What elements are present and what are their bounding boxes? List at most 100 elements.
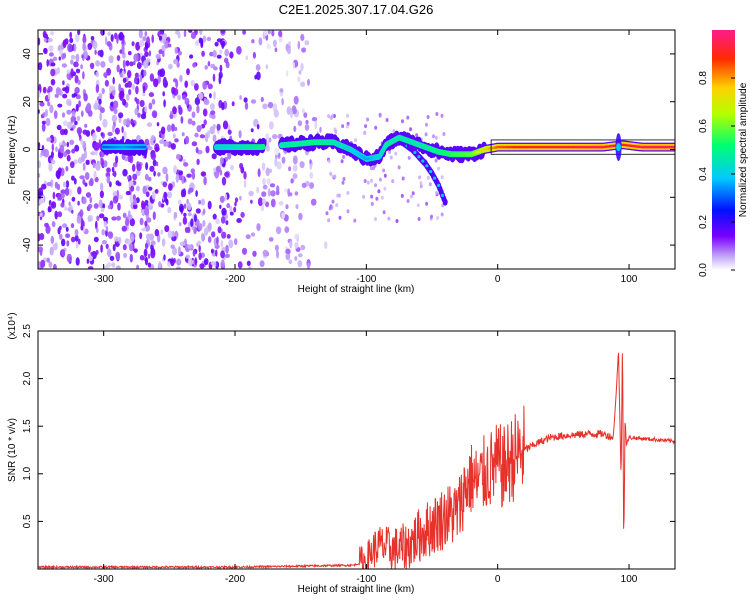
noise-speckle [345, 124, 349, 129]
noise-speckle [207, 236, 212, 243]
noise-speckle [62, 151, 68, 158]
noise-speckle [406, 115, 410, 120]
noise-speckle [118, 83, 122, 92]
noise-speckle [216, 123, 221, 131]
noise-speckle [99, 213, 105, 219]
noise-speckle [176, 258, 182, 266]
noise-speckle [127, 80, 132, 88]
noise-speckle [276, 249, 279, 259]
noise-speckle [271, 30, 275, 37]
noise-speckle [216, 236, 219, 245]
noise-speckle [71, 209, 74, 214]
noise-speckle [60, 193, 65, 199]
noise-speckle [163, 254, 166, 261]
noise-speckle [39, 101, 45, 107]
noise-speckle [177, 32, 181, 39]
noise-speckle [342, 177, 346, 181]
noise-speckle [297, 253, 303, 258]
noise-speckle [256, 223, 261, 232]
noise-speckle [92, 40, 98, 50]
noise-speckle [324, 241, 328, 249]
noise-speckle [374, 217, 377, 222]
noise-speckle [115, 265, 121, 269]
noise-speckle [202, 208, 206, 215]
noise-speckle [301, 47, 307, 53]
noise-speckle [62, 181, 67, 188]
noise-speckle [67, 43, 73, 53]
noise-speckle [131, 83, 136, 91]
noise-speckle [112, 76, 115, 85]
noise-speckle [224, 57, 229, 64]
noise-speckle [125, 93, 130, 101]
noise-speckle [209, 51, 214, 57]
noise-speckle [134, 107, 139, 116]
noise-speckle [101, 239, 107, 245]
noise-speckle [39, 199, 43, 205]
noise-speckle [62, 93, 68, 99]
noise-speckle [74, 86, 80, 94]
noise-speckle [38, 37, 41, 46]
noise-speckle [50, 31, 54, 36]
noise-speckle [261, 162, 266, 171]
noise-speckle [144, 138, 150, 146]
noise-speckle [250, 99, 257, 104]
noise-speckle [304, 124, 310, 131]
noise-speckle [115, 251, 121, 261]
noise-speckle [419, 181, 423, 186]
noise-speckle [82, 71, 85, 80]
noise-speckle [262, 184, 268, 190]
noise-speckle [202, 219, 206, 227]
noise-speckle [96, 215, 100, 221]
noise-speckle [99, 182, 104, 191]
noise-speckle [267, 30, 271, 35]
noise-speckle [76, 127, 83, 135]
noise-speckle [39, 212, 43, 218]
noise-speckle [239, 195, 242, 201]
noise-speckle [370, 194, 374, 199]
x-tick-label: -300 [94, 574, 114, 585]
noise-speckle [137, 112, 141, 118]
noise-speckle [144, 51, 149, 57]
noise-speckle [215, 165, 221, 173]
noise-speckle [278, 36, 283, 43]
noise-speckle [294, 241, 299, 249]
noise-speckle [297, 76, 301, 83]
noise-speckle [95, 84, 100, 94]
noise-speckle [87, 266, 94, 269]
noise-speckle [418, 175, 422, 180]
noise-speckle [301, 108, 305, 114]
noise-speckle [216, 38, 222, 43]
noise-speckle [287, 47, 291, 55]
noise-speckle [182, 216, 188, 225]
noise-speckle [70, 236, 76, 243]
noise-speckle [99, 112, 102, 121]
noise-speckle [129, 194, 134, 204]
noise-speckle [226, 234, 231, 239]
noise-speckle [109, 255, 115, 261]
noise-speckle [202, 81, 208, 90]
noise-speckle [259, 260, 265, 268]
noise-speckle [177, 199, 182, 205]
noise-speckle [50, 78, 56, 86]
noise-speckle [173, 165, 178, 174]
colorbar-gradient [712, 30, 735, 270]
noise-speckle [442, 132, 446, 136]
noise-speckle [38, 83, 42, 91]
noise-speckle [152, 211, 156, 220]
tone-core [261, 145, 265, 149]
noise-speckle [129, 253, 133, 263]
noise-speckle [61, 112, 66, 118]
noise-speckle [274, 147, 280, 156]
noise-speckle [245, 55, 249, 61]
noise-speckle [126, 117, 131, 127]
noise-speckle [256, 186, 260, 194]
noise-speckle [175, 174, 179, 183]
noise-speckle [300, 244, 306, 251]
noise-speckle [198, 199, 202, 205]
noise-speckle [125, 60, 130, 67]
noise-speckle [252, 250, 257, 257]
noise-speckle [148, 50, 152, 57]
colorbar: 0.0 0.2 0.4 0.6 0.8 Normalized spectral ampl… [698, 30, 749, 277]
noise-speckle [100, 158, 105, 166]
noise-speckle [87, 43, 93, 50]
